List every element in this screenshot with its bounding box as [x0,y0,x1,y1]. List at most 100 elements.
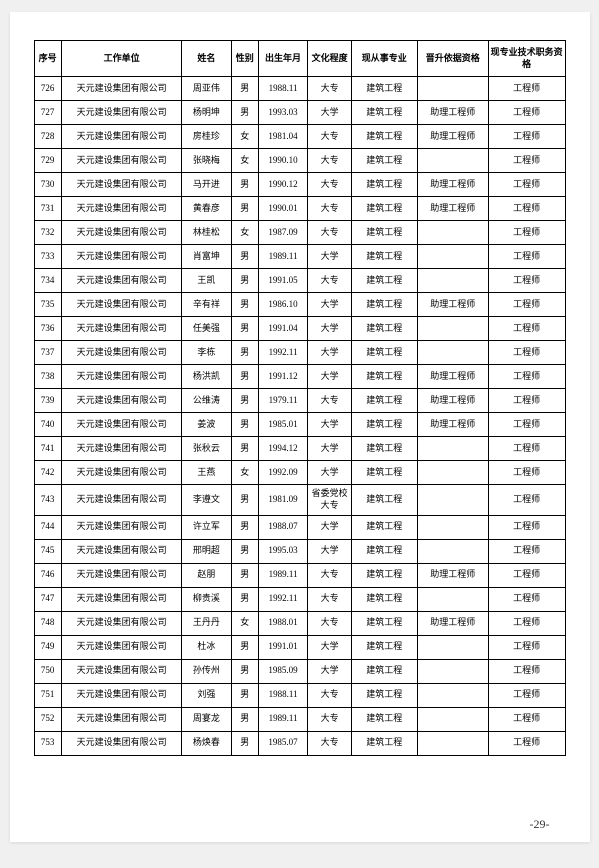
cell-name: 姜波 [182,413,231,437]
cell-name: 周宴龙 [182,707,231,731]
cell-seq: 737 [34,341,61,365]
cell-edu: 大专 [308,77,352,101]
cell-title: 工程师 [488,269,565,293]
cell-seq: 733 [34,245,61,269]
cell-unit: 天元建设集团有限公司 [61,149,181,173]
cell-basis [417,659,488,683]
cell-title: 工程师 [488,389,565,413]
cell-unit: 天元建设集团有限公司 [61,461,181,485]
cell-birth: 1985.01 [258,413,307,437]
cell-edu: 大专 [308,683,352,707]
cell-title: 工程师 [488,635,565,659]
cell-unit: 天元建设集团有限公司 [61,341,181,365]
cell-prof: 建筑工程 [351,707,417,731]
cell-seq: 743 [34,485,61,515]
cell-gender: 男 [231,683,258,707]
header-name: 姓名 [182,41,231,77]
cell-seq: 730 [34,173,61,197]
cell-edu: 大专 [308,269,352,293]
cell-prof: 建筑工程 [351,731,417,755]
table-row: 736天元建设集团有限公司任美强男1991.04大学建筑工程工程师 [34,317,565,341]
cell-name: 任美强 [182,317,231,341]
cell-basis: 助理工程师 [417,563,488,587]
cell-prof: 建筑工程 [351,515,417,539]
cell-edu: 大专 [308,197,352,221]
cell-title: 工程师 [488,245,565,269]
cell-birth: 1988.07 [258,515,307,539]
cell-birth: 1991.12 [258,365,307,389]
cell-gender: 男 [231,707,258,731]
cell-unit: 天元建设集团有限公司 [61,173,181,197]
cell-gender: 男 [231,269,258,293]
cell-seq: 740 [34,413,61,437]
cell-basis [417,635,488,659]
cell-name: 王丹丹 [182,611,231,635]
cell-unit: 天元建设集团有限公司 [61,731,181,755]
cell-unit: 天元建设集团有限公司 [61,317,181,341]
cell-prof: 建筑工程 [351,413,417,437]
cell-seq: 746 [34,563,61,587]
cell-unit: 天元建设集团有限公司 [61,635,181,659]
cell-unit: 天元建设集团有限公司 [61,437,181,461]
cell-birth: 1990.01 [258,197,307,221]
cell-gender: 男 [231,245,258,269]
cell-name: 肖富坤 [182,245,231,269]
cell-name: 孙传州 [182,659,231,683]
cell-name: 王凯 [182,269,231,293]
header-birth: 出生年月 [258,41,307,77]
cell-title: 工程师 [488,341,565,365]
table-row: 750天元建设集团有限公司孙传州男1985.09大学建筑工程工程师 [34,659,565,683]
cell-edu: 大学 [308,341,352,365]
cell-seq: 726 [34,77,61,101]
cell-gender: 女 [231,221,258,245]
cell-title: 工程师 [488,659,565,683]
cell-seq: 750 [34,659,61,683]
cell-title: 工程师 [488,77,565,101]
cell-birth: 1991.01 [258,635,307,659]
cell-birth: 1992.11 [258,587,307,611]
cell-unit: 天元建设集团有限公司 [61,77,181,101]
table-row: 726天元建设集团有限公司周亚伟男1988.11大专建筑工程工程师 [34,77,565,101]
cell-title: 工程师 [488,221,565,245]
cell-birth: 1988.11 [258,77,307,101]
cell-unit: 天元建设集团有限公司 [61,539,181,563]
header-title: 现专业技术职务资格 [488,41,565,77]
cell-seq: 748 [34,611,61,635]
cell-birth: 1989.11 [258,245,307,269]
cell-edu: 大学 [308,413,352,437]
cell-gender: 男 [231,539,258,563]
cell-gender: 男 [231,587,258,611]
cell-birth: 1989.11 [258,563,307,587]
table-row: 744天元建设集团有限公司许立军男1988.07大学建筑工程工程师 [34,515,565,539]
cell-seq: 752 [34,707,61,731]
cell-seq: 739 [34,389,61,413]
cell-gender: 男 [231,485,258,515]
cell-unit: 天元建设集团有限公司 [61,563,181,587]
cell-name: 许立军 [182,515,231,539]
cell-edu: 大专 [308,587,352,611]
cell-edu: 大专 [308,149,352,173]
cell-unit: 天元建设集团有限公司 [61,245,181,269]
table-row: 747天元建设集团有限公司柳贵溪男1992.11大专建筑工程工程师 [34,587,565,611]
cell-seq: 744 [34,515,61,539]
cell-basis [417,707,488,731]
cell-gender: 男 [231,101,258,125]
cell-gender: 女 [231,125,258,149]
cell-gender: 男 [231,317,258,341]
table-row: 742天元建设集团有限公司王燕女1992.09大学建筑工程工程师 [34,461,565,485]
cell-seq: 729 [34,149,61,173]
cell-prof: 建筑工程 [351,611,417,635]
cell-prof: 建筑工程 [351,77,417,101]
cell-gender: 男 [231,173,258,197]
cell-seq: 728 [34,125,61,149]
cell-seq: 751 [34,683,61,707]
cell-basis [417,149,488,173]
header-edu: 文化程度 [308,41,352,77]
cell-prof: 建筑工程 [351,587,417,611]
cell-birth: 1995.03 [258,539,307,563]
cell-unit: 天元建设集团有限公司 [61,611,181,635]
cell-unit: 天元建设集团有限公司 [61,659,181,683]
table-row: 733天元建设集团有限公司肖富坤男1989.11大学建筑工程工程师 [34,245,565,269]
cell-edu: 大学 [308,515,352,539]
table-row: 731天元建设集团有限公司黄春彦男1990.01大专建筑工程助理工程师工程师 [34,197,565,221]
